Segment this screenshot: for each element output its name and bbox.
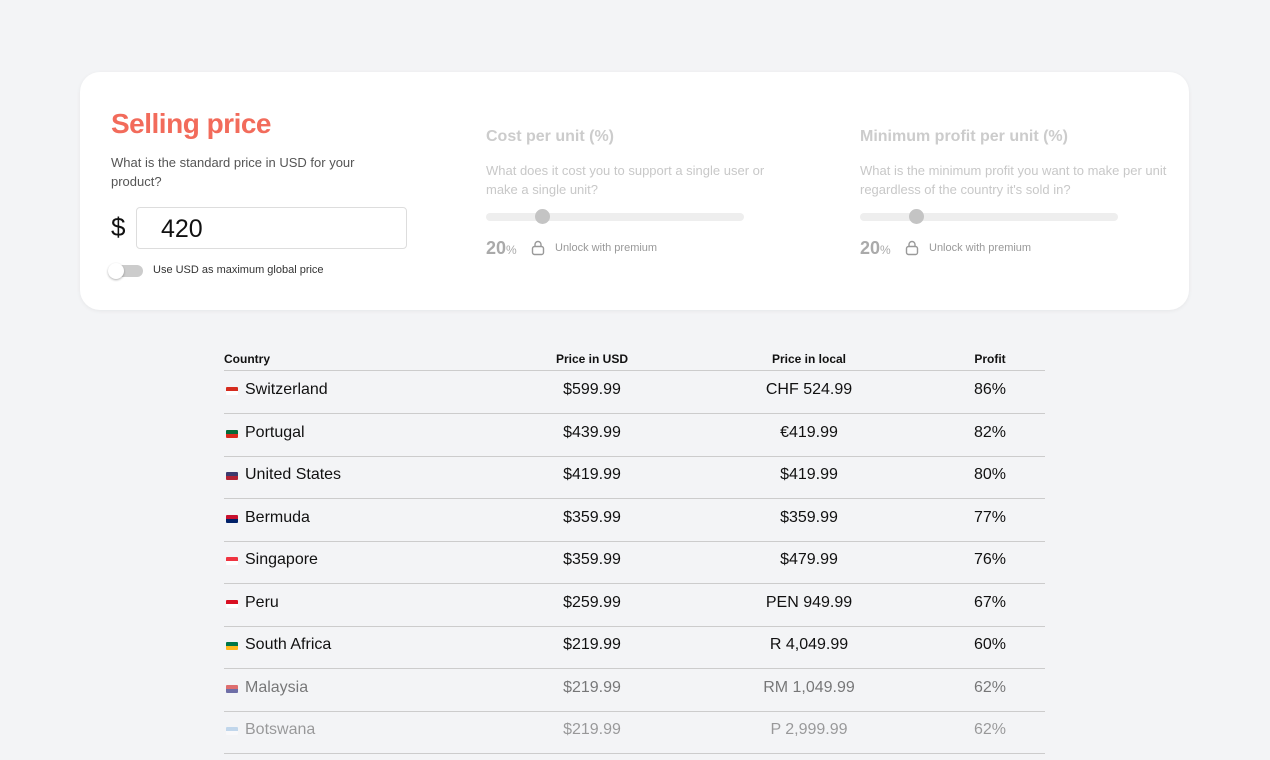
table-cell: $219.99 [563, 678, 621, 696]
row-divider [224, 540, 1045, 542]
table-cell: 77% [973, 508, 1007, 526]
value: 20 [486, 238, 507, 258]
country-flag [226, 387, 238, 395]
table-cell: 62% [973, 678, 1007, 696]
table-cell: RM 1,049.99 [763, 678, 855, 696]
section-description: What is the minimum profit you want to m… [860, 163, 1167, 197]
row-divider [224, 498, 1045, 499]
table-cell: $219.99 [563, 721, 621, 738]
unit: % [506, 243, 517, 257]
table-cell: 60% [973, 636, 1007, 653]
table-cell: 76% [973, 551, 1007, 568]
table-cell: $359.99 [563, 551, 621, 568]
row-divider [224, 583, 1045, 584]
row-divider [224, 413, 1045, 414]
table-cell: 86% [973, 381, 1007, 398]
row-divider [224, 753, 1045, 754]
row-divider [224, 455, 1045, 457]
slider-thumb [909, 209, 924, 224]
lock-icon [531, 240, 545, 256]
table-cell: 67% [973, 593, 1007, 611]
country-name: Malaysia [245, 678, 309, 696]
country-name: Portugal [245, 423, 305, 441]
table-cell: $439.99 [563, 423, 621, 441]
table-cell: CHF 524.99 [765, 381, 853, 398]
country-flag [226, 727, 238, 735]
lock-label[interactable]: Unlock with premium [555, 242, 658, 254]
table-cell: $359.99 [563, 508, 621, 526]
toggle[interactable] [108, 263, 143, 279]
table-cell: $359.99 [780, 508, 838, 526]
toggle-knob [108, 263, 124, 279]
country-flag [226, 684, 238, 693]
row-divider [224, 668, 1045, 669]
table-cell: 62% [973, 721, 1007, 738]
unit: % [880, 243, 891, 257]
table-cell: €419.99 [780, 423, 838, 441]
table-cell: 82% [973, 423, 1007, 441]
slider-value: 20% [486, 238, 517, 259]
table-cell: $419.99 [780, 466, 838, 483]
currency-symbol: $ [111, 212, 126, 242]
column-header: Profit [974, 352, 1006, 366]
price-input[interactable]: 420 [136, 207, 407, 249]
country-flag [226, 429, 238, 438]
row-divider [224, 625, 1045, 627]
country-flag [226, 642, 238, 650]
column-header: Price in USD [555, 352, 629, 366]
section-title: Selling price [111, 108, 272, 139]
row-divider [224, 710, 1045, 712]
lock-icon [905, 240, 919, 256]
country-name: Botswana [245, 721, 316, 738]
country-flag [226, 557, 238, 565]
table-cell: R 4,049.99 [769, 636, 849, 653]
table-cell: $599.99 [563, 381, 621, 398]
table-cell: P 2,999.99 [770, 721, 848, 738]
country-name: Peru [245, 593, 279, 611]
column-header: Price in local [771, 352, 847, 366]
value: 20 [860, 238, 881, 258]
table-cell: 80% [973, 466, 1007, 483]
section-description: What does it cost you to support a singl… [486, 163, 765, 197]
settings-card: Selling price What is the standard price… [80, 72, 1189, 310]
country-flag [226, 472, 238, 480]
country-flag [226, 514, 238, 523]
country-name: Switzerland [245, 381, 328, 398]
slider-thumb [535, 209, 550, 224]
country-name: United States [245, 466, 342, 483]
table-cell: $259.99 [563, 593, 621, 611]
table-cell: PEN 949.99 [765, 593, 853, 611]
country-name: South Africa [245, 636, 332, 653]
country-name: Bermuda [245, 508, 310, 526]
slider-track [860, 209, 1118, 224]
row-divider [224, 370, 1045, 371]
slider-track [486, 209, 744, 224]
country-name: Singapore [245, 551, 318, 568]
lock-label[interactable]: Unlock with premium [929, 242, 1032, 254]
section-title: Cost per unit (%) [486, 128, 614, 145]
table-cell: $219.99 [563, 636, 621, 653]
section-description: What is the standard price in USD for yo… [111, 155, 355, 189]
section-title: Minimum profit per unit (%) [860, 128, 1068, 145]
toggle-label: Use USD as maximum global price [153, 264, 324, 276]
table-cell: $419.99 [563, 466, 621, 483]
column-header: Country [224, 352, 270, 366]
table-cell: $479.99 [780, 551, 838, 568]
country-flag [226, 599, 238, 608]
slider-value: 20% [860, 238, 891, 259]
